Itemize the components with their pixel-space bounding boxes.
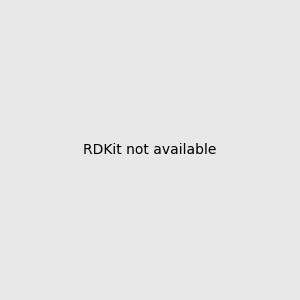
Text: RDKit not available: RDKit not available <box>83 143 217 157</box>
